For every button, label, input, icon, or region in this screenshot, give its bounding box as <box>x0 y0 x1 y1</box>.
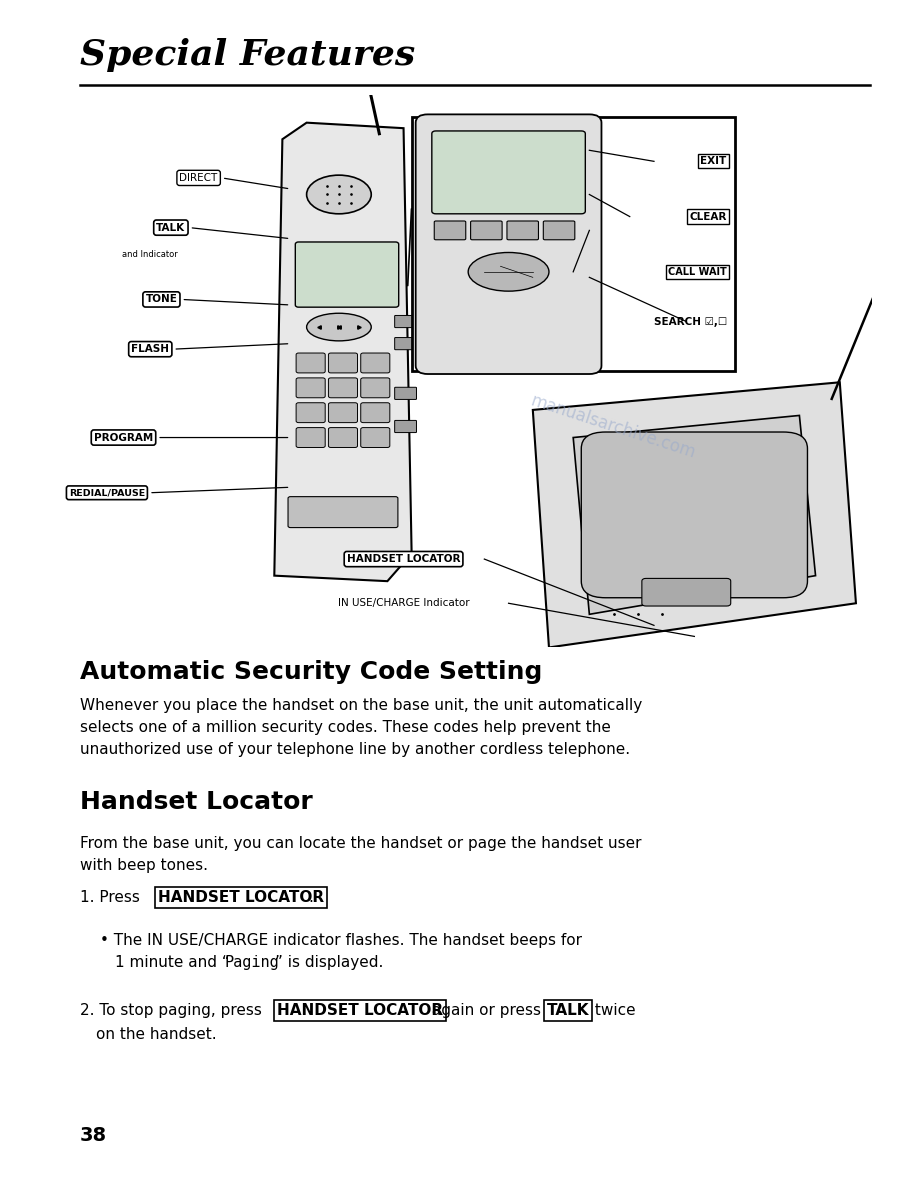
Text: CLEAR: CLEAR <box>689 211 727 222</box>
Text: ” is displayed.: ” is displayed. <box>275 955 384 969</box>
FancyBboxPatch shape <box>581 432 808 598</box>
FancyBboxPatch shape <box>507 221 539 240</box>
Polygon shape <box>573 416 815 614</box>
FancyBboxPatch shape <box>297 428 325 448</box>
Text: twice: twice <box>590 1003 635 1018</box>
Text: IN USE/CHARGE Indicator: IN USE/CHARGE Indicator <box>338 599 469 608</box>
FancyBboxPatch shape <box>416 114 601 374</box>
Text: EXIT: EXIT <box>700 157 727 166</box>
Text: 1 minute and “: 1 minute and “ <box>115 955 230 969</box>
Text: DIRECT: DIRECT <box>180 173 218 183</box>
Text: TONE: TONE <box>145 295 177 304</box>
Text: Special Features: Special Features <box>80 38 415 72</box>
Text: Whenever you place the handset on the base unit, the unit automatically: Whenever you place the handset on the ba… <box>80 699 643 713</box>
Text: PROGRAM: PROGRAM <box>94 432 153 443</box>
FancyBboxPatch shape <box>471 221 502 240</box>
Text: Paging: Paging <box>225 955 280 969</box>
Text: and Indicator: and Indicator <box>121 249 177 259</box>
Ellipse shape <box>347 15 360 32</box>
Text: From the base unit, you can locate the handset or page the handset user: From the base unit, you can locate the h… <box>80 836 642 851</box>
FancyBboxPatch shape <box>297 403 325 423</box>
Text: .: . <box>308 890 313 905</box>
Text: 1. Press: 1. Press <box>80 890 145 905</box>
FancyBboxPatch shape <box>361 428 390 448</box>
FancyBboxPatch shape <box>329 353 357 373</box>
Text: HANDSET LOCATOR: HANDSET LOCATOR <box>158 890 324 905</box>
Text: manualsarchive.com: manualsarchive.com <box>529 391 699 462</box>
Text: again or press: again or press <box>427 1003 546 1018</box>
Ellipse shape <box>307 175 371 214</box>
FancyBboxPatch shape <box>329 403 357 423</box>
Text: • The IN USE/CHARGE indicator flashes. The handset beeps for: • The IN USE/CHARGE indicator flashes. T… <box>100 933 582 948</box>
Text: HANDSET LOCATOR: HANDSET LOCATOR <box>347 554 460 564</box>
Text: TALK: TALK <box>156 222 185 233</box>
FancyBboxPatch shape <box>288 497 397 527</box>
Text: unauthorized use of your telephone line by another cordless telephone.: unauthorized use of your telephone line … <box>80 742 630 757</box>
FancyBboxPatch shape <box>361 353 390 373</box>
Ellipse shape <box>307 314 371 341</box>
Text: with beep tones.: with beep tones. <box>80 858 208 873</box>
FancyBboxPatch shape <box>395 337 417 349</box>
FancyBboxPatch shape <box>543 221 575 240</box>
FancyBboxPatch shape <box>296 242 398 308</box>
Polygon shape <box>532 383 856 647</box>
Text: 38: 38 <box>80 1126 107 1145</box>
FancyBboxPatch shape <box>329 428 357 448</box>
FancyBboxPatch shape <box>431 131 586 214</box>
FancyBboxPatch shape <box>297 378 325 398</box>
FancyBboxPatch shape <box>395 316 417 328</box>
FancyBboxPatch shape <box>361 378 390 398</box>
Text: CALL WAIT: CALL WAIT <box>668 267 727 277</box>
FancyBboxPatch shape <box>361 403 390 423</box>
FancyBboxPatch shape <box>642 579 731 606</box>
FancyBboxPatch shape <box>329 378 357 398</box>
Polygon shape <box>274 122 411 581</box>
Text: Automatic Security Code Setting: Automatic Security Code Setting <box>80 661 543 684</box>
Text: TALK: TALK <box>547 1003 589 1018</box>
FancyBboxPatch shape <box>297 353 325 373</box>
FancyBboxPatch shape <box>395 387 417 399</box>
Text: 2. To stop paging, press: 2. To stop paging, press <box>80 1003 267 1018</box>
Text: REDIAL/PAUSE: REDIAL/PAUSE <box>69 488 145 498</box>
Text: Handset Locator: Handset Locator <box>80 790 313 814</box>
Text: HANDSET LOCATOR: HANDSET LOCATOR <box>277 1003 443 1018</box>
Text: selects one of a million security codes. These codes help prevent the: selects one of a million security codes.… <box>80 720 610 735</box>
Ellipse shape <box>468 253 549 291</box>
Text: SEARCH ☑,☐: SEARCH ☑,☐ <box>654 316 727 327</box>
Bar <box>411 118 734 371</box>
Text: on the handset.: on the handset. <box>96 1026 217 1042</box>
FancyBboxPatch shape <box>395 421 417 432</box>
FancyBboxPatch shape <box>434 221 465 240</box>
Text: FLASH: FLASH <box>131 345 169 354</box>
